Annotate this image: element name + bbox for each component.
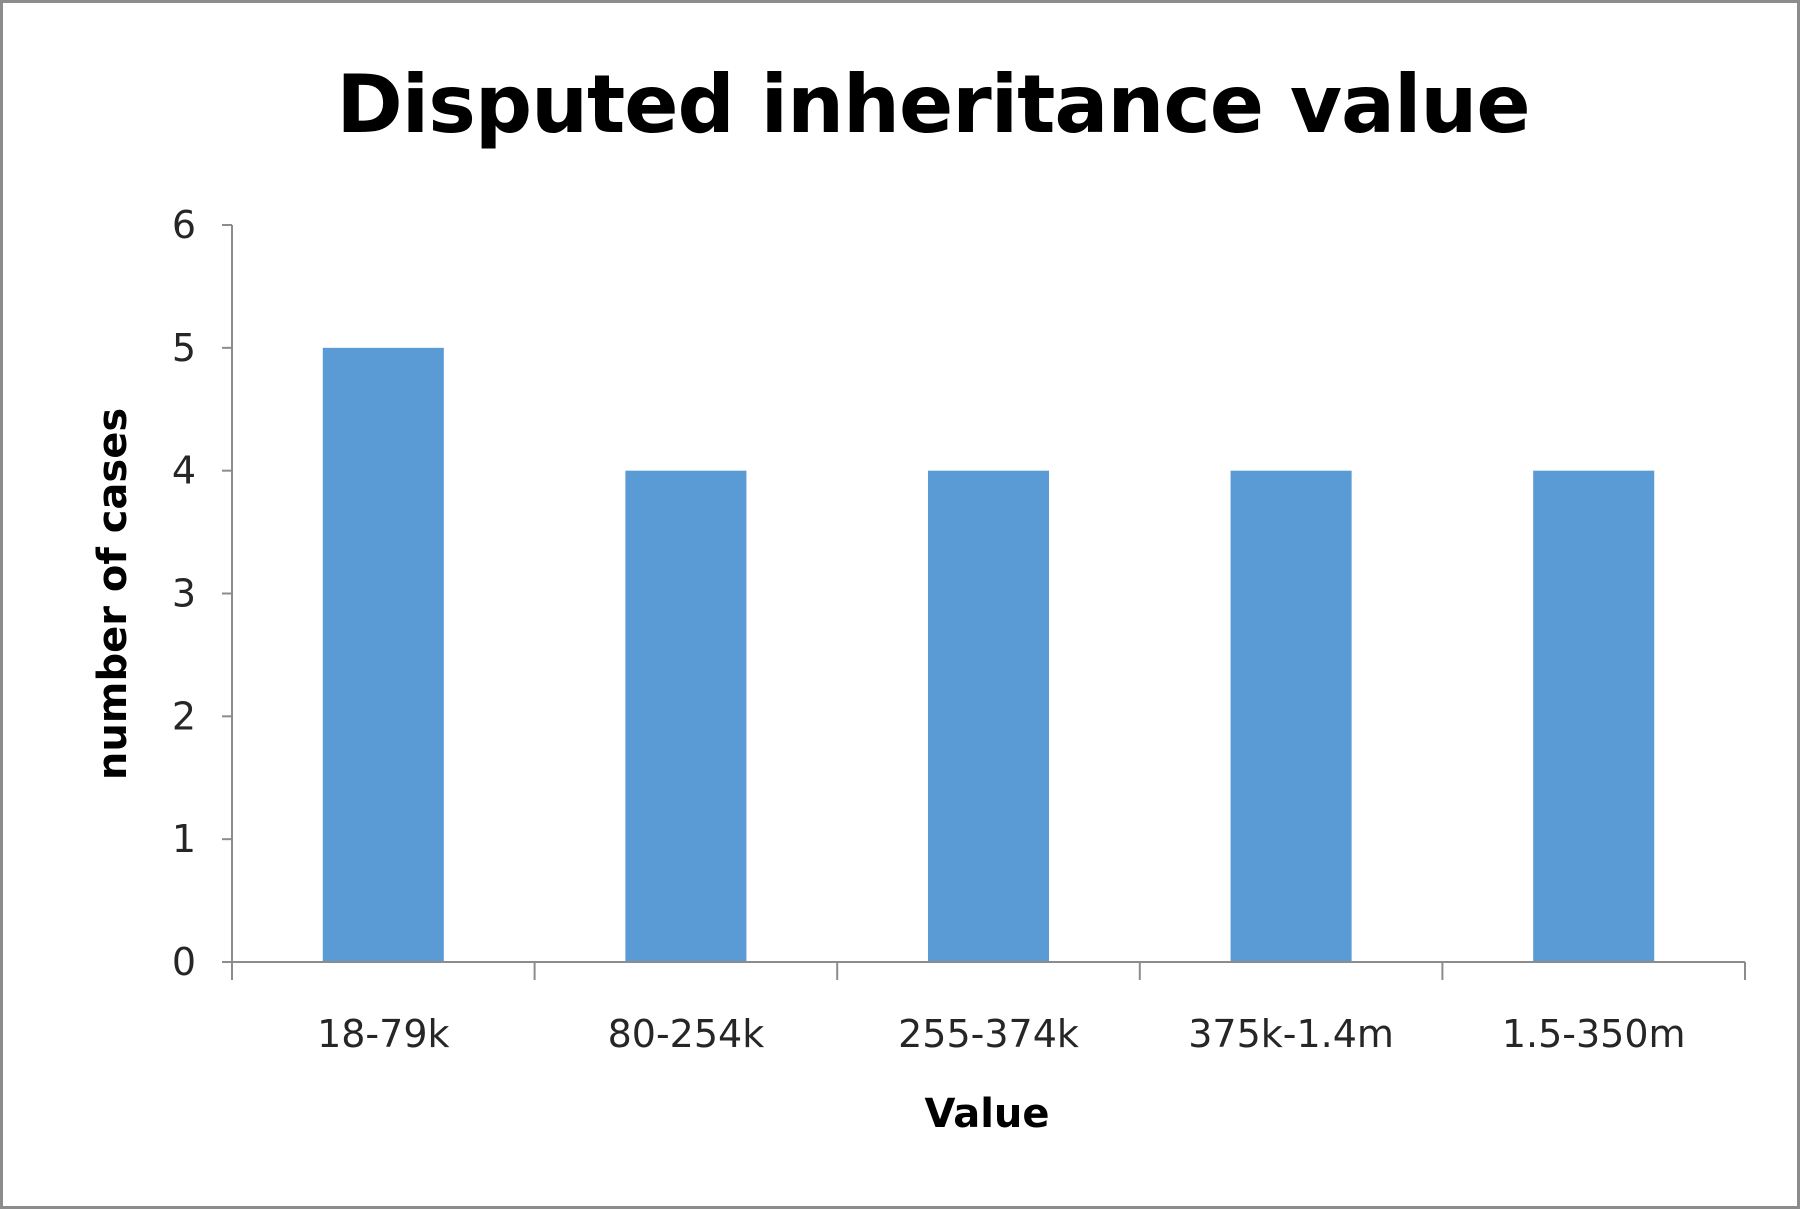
bar-255-374k	[927, 470, 1050, 962]
y-tick-label: 5	[172, 326, 196, 370]
bar-18-79k	[322, 347, 444, 962]
x-tick-label: 255-374k	[898, 1012, 1079, 1056]
bar-1.5-350m	[1533, 470, 1655, 962]
x-tick-label: 1.5-350m	[1502, 1012, 1686, 1056]
chart-title: Disputed inheritance value	[336, 58, 1530, 151]
bar-375k-1.4m	[1230, 470, 1352, 962]
labels-layer: 0 1 2 3 4 5 6 18-79k 80-254k 255-374k 375k-1.4m 1.5…	[90, 203, 1686, 1137]
y-tick-label: 0	[172, 940, 196, 984]
y-tick-label: 4	[172, 449, 196, 493]
axes-layer	[222, 224, 1746, 980]
x-tick-label: 375k-1.4m	[1188, 1012, 1394, 1056]
y-tick-label: 3	[172, 572, 196, 616]
y-axis-title: number of cases	[90, 408, 136, 780]
y-tick-label: 6	[172, 203, 196, 247]
x-tick-label: 18-79k	[317, 1012, 449, 1056]
bars-layer	[322, 347, 1655, 962]
bar-80-254k	[625, 470, 747, 962]
y-tick-label: 2	[172, 694, 196, 738]
x-axis-title: Value	[924, 1091, 1049, 1137]
y-tick-label: 1	[172, 817, 196, 861]
x-tick-label: 80-254k	[608, 1012, 765, 1056]
